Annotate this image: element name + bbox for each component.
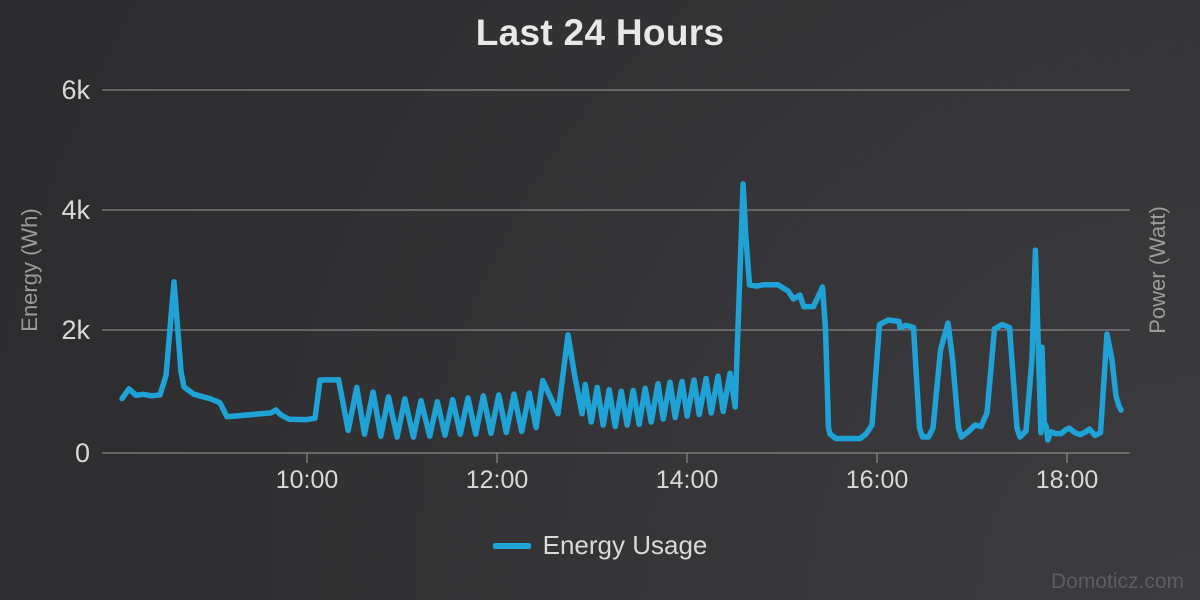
svg-text:6k: 6k <box>61 75 90 105</box>
svg-text:0: 0 <box>75 438 90 468</box>
svg-text:2k: 2k <box>61 315 90 345</box>
svg-text:Power (Watt): Power (Watt) <box>1145 206 1170 334</box>
svg-text:12:00: 12:00 <box>466 466 529 494</box>
svg-text:16:00: 16:00 <box>846 466 909 494</box>
svg-text:Energy (Wh): Energy (Wh) <box>17 208 42 331</box>
svg-text:10:00: 10:00 <box>276 466 339 494</box>
svg-text:14:00: 14:00 <box>656 466 719 494</box>
svg-text:4k: 4k <box>61 195 90 225</box>
svg-text:18:00: 18:00 <box>1036 466 1099 494</box>
